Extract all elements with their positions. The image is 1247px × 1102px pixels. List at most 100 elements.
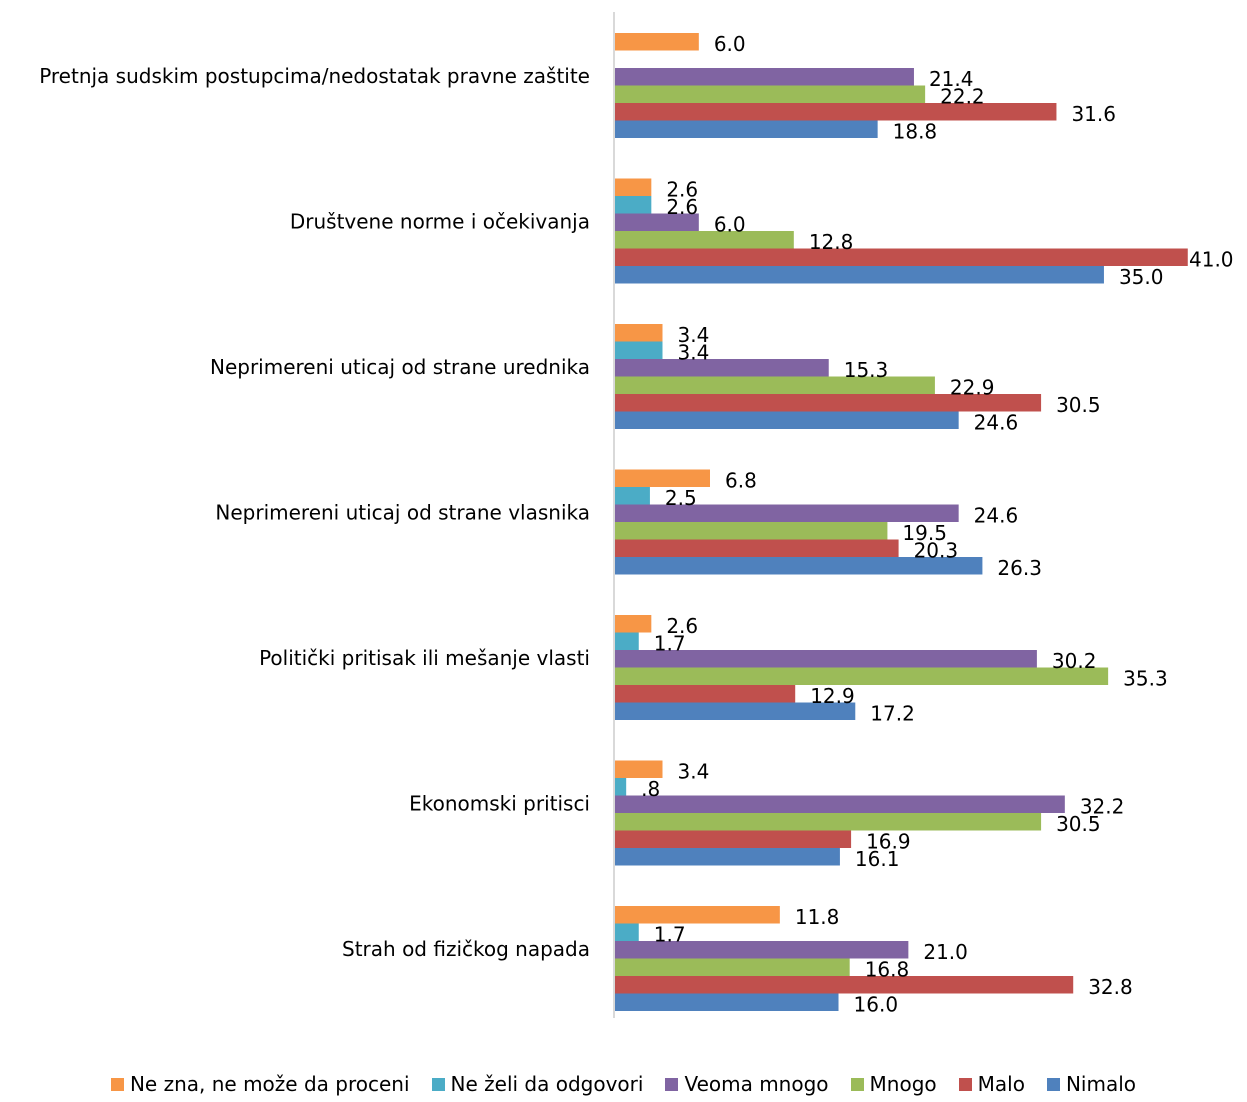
legend-swatch (110, 1077, 124, 1091)
data-label: 3.4 (677, 340, 709, 364)
bar (615, 941, 909, 959)
bar (615, 487, 650, 505)
bar (615, 394, 1042, 412)
legend-label: Ne želi da odgovori (450, 1072, 644, 1096)
bars-group (615, 33, 1188, 1011)
data-label: 6.0 (714, 212, 746, 236)
data-label: 15.3 (844, 358, 889, 382)
legend-item: Malo (958, 1072, 1025, 1096)
data-label: 12.9 (810, 684, 855, 708)
data-label: 35.0 (1119, 265, 1164, 289)
data-label: 1.7 (654, 631, 686, 655)
bar (615, 830, 852, 848)
data-label: 17.2 (870, 701, 915, 725)
data-label: 6.0 (714, 32, 746, 56)
bar (615, 650, 1037, 668)
category-label: Pretnja sudskim postupcima/nedostatak pr… (39, 64, 590, 88)
legend-label: Ne zna, ne može da proceni (129, 1072, 410, 1096)
data-label: 2.6 (666, 195, 698, 219)
data-label: 3.4 (677, 323, 709, 347)
bar (615, 795, 1065, 813)
data-label: 12.8 (809, 230, 854, 254)
data-label: 1.7 (654, 922, 686, 946)
bar-chart: 6.021.422.231.618.82.62.66.012.841.035.0… (39, 12, 1234, 1018)
legend-item: Veoma mnogo (665, 1072, 829, 1096)
bar (615, 685, 796, 703)
data-label: 26.3 (997, 556, 1042, 580)
bar (615, 557, 983, 575)
bar (615, 341, 663, 359)
bar (615, 522, 888, 540)
category-label: Ekonomski pritisci (409, 791, 590, 815)
data-label: 18.8 (893, 119, 938, 143)
data-label: 20.3 (914, 538, 959, 562)
legend-item: Nimalo (1046, 1072, 1137, 1096)
bar (615, 906, 780, 924)
data-label: 24.6 (974, 410, 1019, 434)
data-label: 16.8 (865, 957, 910, 981)
bar (615, 632, 639, 650)
bar (615, 976, 1074, 994)
legend-swatch (850, 1077, 864, 1091)
bar (615, 504, 959, 522)
legend-swatch (1046, 1077, 1060, 1091)
bar (615, 760, 663, 778)
bar (615, 359, 829, 377)
bar (615, 68, 914, 86)
data-label: 30.2 (1052, 649, 1097, 673)
bar (615, 103, 1057, 121)
legend-item: Mnogo (850, 1072, 937, 1096)
data-label: 16.0 (854, 992, 899, 1016)
bar (615, 923, 639, 941)
bar (615, 376, 935, 394)
data-label: 30.5 (1056, 812, 1101, 836)
data-label: 21.4 (929, 67, 974, 91)
bar (615, 813, 1042, 831)
bar (615, 266, 1104, 284)
bar (615, 196, 652, 214)
data-label: 2.5 (665, 486, 697, 510)
legend-swatch (431, 1077, 445, 1091)
bar (615, 85, 926, 103)
bar (615, 248, 1188, 266)
data-label: 3.4 (677, 759, 709, 783)
category-label: Politički pritisak ili mešanje vlasti (259, 646, 590, 670)
data-label: 2.6 (666, 177, 698, 201)
bar (615, 324, 663, 342)
bar (615, 33, 699, 51)
data-label: 24.6 (974, 503, 1019, 527)
bar (615, 120, 878, 138)
bar (615, 667, 1109, 685)
data-label: 31.6 (1071, 102, 1116, 126)
data-label: .8 (641, 777, 660, 801)
bar (615, 848, 840, 866)
data-label: 2.6 (666, 614, 698, 638)
data-label: 19.5 (902, 521, 947, 545)
legend-label: Mnogo (869, 1072, 937, 1096)
data-label: 6.8 (725, 468, 757, 492)
bar (615, 702, 856, 720)
data-label: 41.0 (1189, 247, 1234, 271)
data-label: 32.2 (1080, 794, 1125, 818)
data-label: 21.0 (923, 940, 968, 964)
bar (615, 469, 710, 487)
legend-label: Malo (977, 1072, 1025, 1096)
legend-item: Ne želi da odgovori (431, 1072, 644, 1096)
data-label: 30.5 (1056, 393, 1101, 417)
legend-item: Ne zna, ne može da proceni (110, 1072, 410, 1096)
category-label: Neprimereni uticaj od strane vlasnika (215, 500, 590, 524)
legend-swatch (665, 1077, 679, 1091)
legend-label: Nimalo (1065, 1072, 1137, 1096)
category-label: Društvene norme i očekivanja (290, 209, 590, 233)
legend-swatch (958, 1077, 972, 1091)
data-label: 22.9 (950, 375, 995, 399)
bar (615, 539, 899, 557)
legend-label: Veoma mnogo (684, 1072, 829, 1096)
bar (615, 231, 794, 249)
data-labels-group: 6.021.422.231.618.82.62.66.012.841.035.0… (641, 32, 1233, 1017)
data-label: 22.2 (940, 84, 985, 108)
category-label: Neprimereni uticaj od strane urednika (210, 355, 590, 379)
legend: Ne zna, ne može da proceni Ne želi da odg… (0, 1072, 1247, 1096)
data-label: 32.8 (1088, 975, 1133, 999)
category-label: Strah od fizičkog napada (342, 937, 590, 961)
